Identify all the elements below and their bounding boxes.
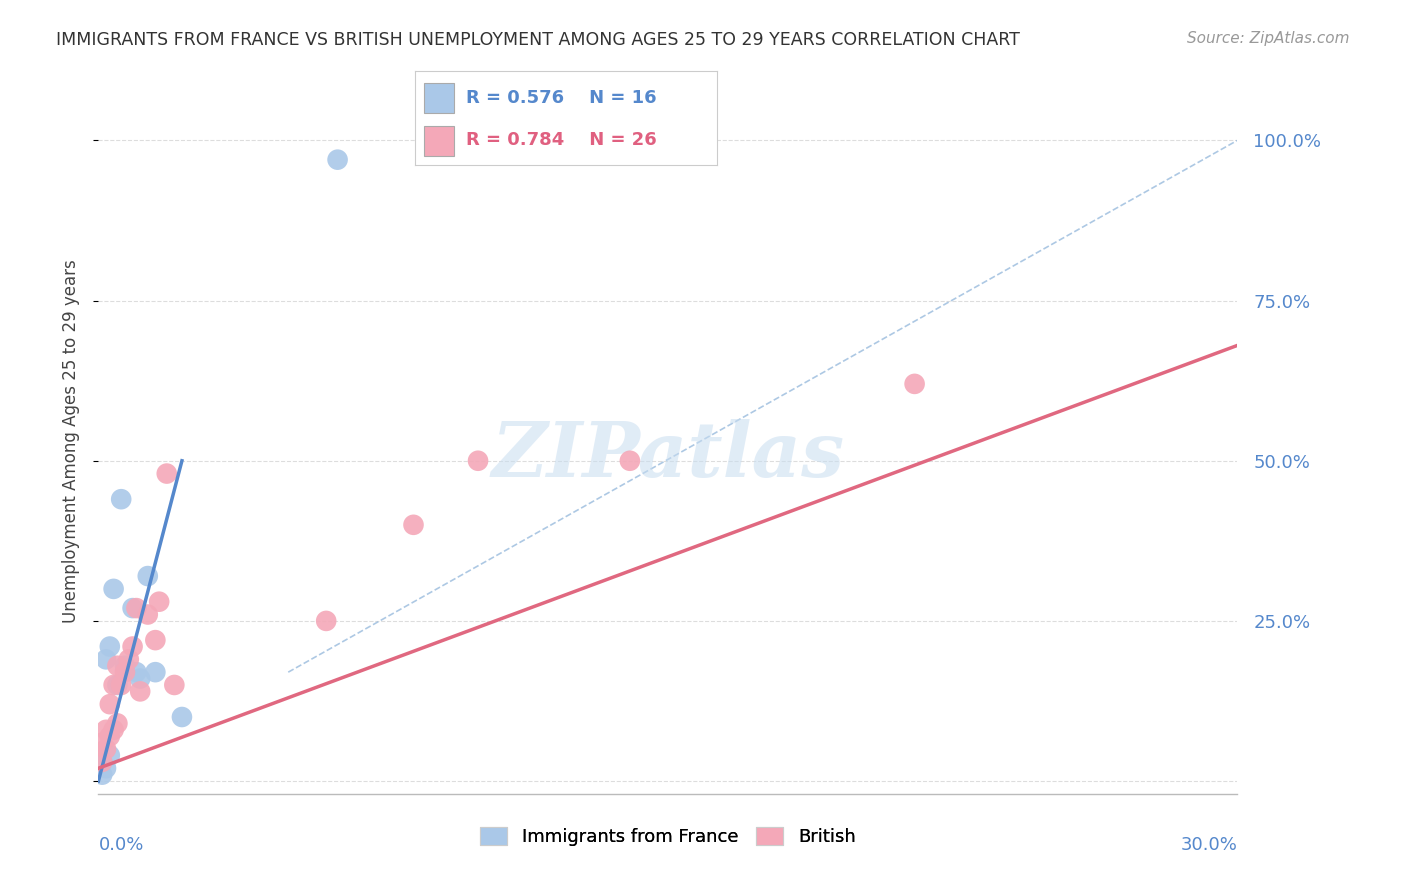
Point — [94, 652, 117, 666]
Legend: Immigrants from France, British: Immigrants from France, British — [471, 818, 865, 855]
Point — [121, 640, 143, 654]
Point — [98, 640, 121, 654]
Point — [103, 582, 125, 596]
Point — [103, 678, 125, 692]
Point — [91, 736, 114, 750]
Point — [110, 492, 132, 507]
Point — [170, 710, 193, 724]
Point — [148, 595, 170, 609]
Point — [91, 767, 114, 781]
Point — [136, 569, 159, 583]
Point — [98, 729, 121, 743]
Point — [107, 678, 129, 692]
Point — [94, 723, 117, 737]
Point — [107, 716, 129, 731]
Point — [110, 678, 132, 692]
Point — [402, 517, 425, 532]
Point — [114, 665, 136, 680]
Text: ZIPatlas: ZIPatlas — [491, 418, 845, 492]
Text: IMMIGRANTS FROM FRANCE VS BRITISH UNEMPLOYMENT AMONG AGES 25 TO 29 YEARS CORRELA: IMMIGRANTS FROM FRANCE VS BRITISH UNEMPL… — [56, 31, 1021, 49]
Point — [103, 723, 125, 737]
Bar — [423, 126, 454, 156]
Point — [91, 755, 114, 769]
Point — [91, 755, 114, 769]
Point — [129, 684, 152, 698]
Point — [619, 454, 641, 468]
Point — [145, 633, 167, 648]
Point — [125, 665, 148, 680]
Point — [98, 748, 121, 763]
Point — [129, 672, 152, 686]
Point — [156, 467, 179, 481]
Point — [118, 652, 141, 666]
Point — [904, 376, 927, 391]
Text: 0.0%: 0.0% — [98, 836, 143, 855]
Point — [125, 601, 148, 615]
Text: 30.0%: 30.0% — [1181, 836, 1237, 855]
Point — [94, 742, 117, 756]
Bar — [423, 83, 454, 112]
Point — [98, 697, 121, 711]
Text: R = 0.784    N = 26: R = 0.784 N = 26 — [467, 131, 657, 149]
Text: R = 0.576    N = 16: R = 0.576 N = 16 — [467, 88, 657, 106]
Point — [114, 658, 136, 673]
Point — [315, 614, 337, 628]
Point — [145, 665, 167, 680]
Point — [467, 454, 489, 468]
Y-axis label: Unemployment Among Ages 25 to 29 years: Unemployment Among Ages 25 to 29 years — [62, 260, 80, 624]
Point — [107, 658, 129, 673]
Text: Source: ZipAtlas.com: Source: ZipAtlas.com — [1187, 31, 1350, 46]
Point — [163, 678, 186, 692]
Point — [121, 601, 143, 615]
Point — [94, 761, 117, 775]
Point — [136, 607, 159, 622]
Point — [326, 153, 349, 167]
